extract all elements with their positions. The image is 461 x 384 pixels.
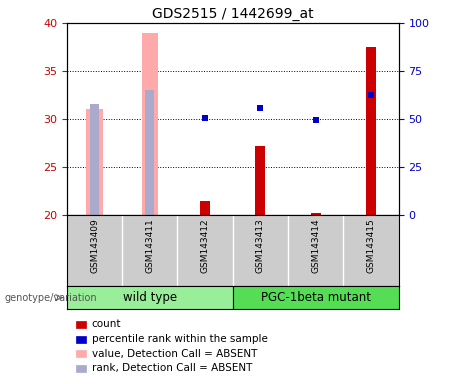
Text: percentile rank within the sample: percentile rank within the sample <box>92 334 268 344</box>
Text: genotype/variation: genotype/variation <box>5 293 97 303</box>
Bar <box>233 286 399 309</box>
Text: GSM143414: GSM143414 <box>311 218 320 273</box>
Text: rank, Detection Call = ABSENT: rank, Detection Call = ABSENT <box>92 363 252 373</box>
Bar <box>366 47 376 215</box>
Text: value, Detection Call = ABSENT: value, Detection Call = ABSENT <box>92 349 257 359</box>
Bar <box>67 286 233 309</box>
Bar <box>86 109 103 215</box>
Bar <box>255 146 266 215</box>
Bar <box>200 200 210 215</box>
Bar <box>90 104 99 215</box>
Bar <box>142 33 158 215</box>
Bar <box>145 90 154 215</box>
Text: wild type: wild type <box>123 291 177 304</box>
Text: PGC-1beta mutant: PGC-1beta mutant <box>261 291 371 304</box>
Text: GSM143413: GSM143413 <box>256 218 265 273</box>
Text: GSM143412: GSM143412 <box>201 218 210 273</box>
Text: GSM143411: GSM143411 <box>145 218 154 273</box>
Bar <box>311 213 321 215</box>
Text: GSM143409: GSM143409 <box>90 218 99 273</box>
Text: GSM143415: GSM143415 <box>366 218 376 273</box>
Text: count: count <box>92 319 121 329</box>
Title: GDS2515 / 1442699_at: GDS2515 / 1442699_at <box>152 7 313 21</box>
